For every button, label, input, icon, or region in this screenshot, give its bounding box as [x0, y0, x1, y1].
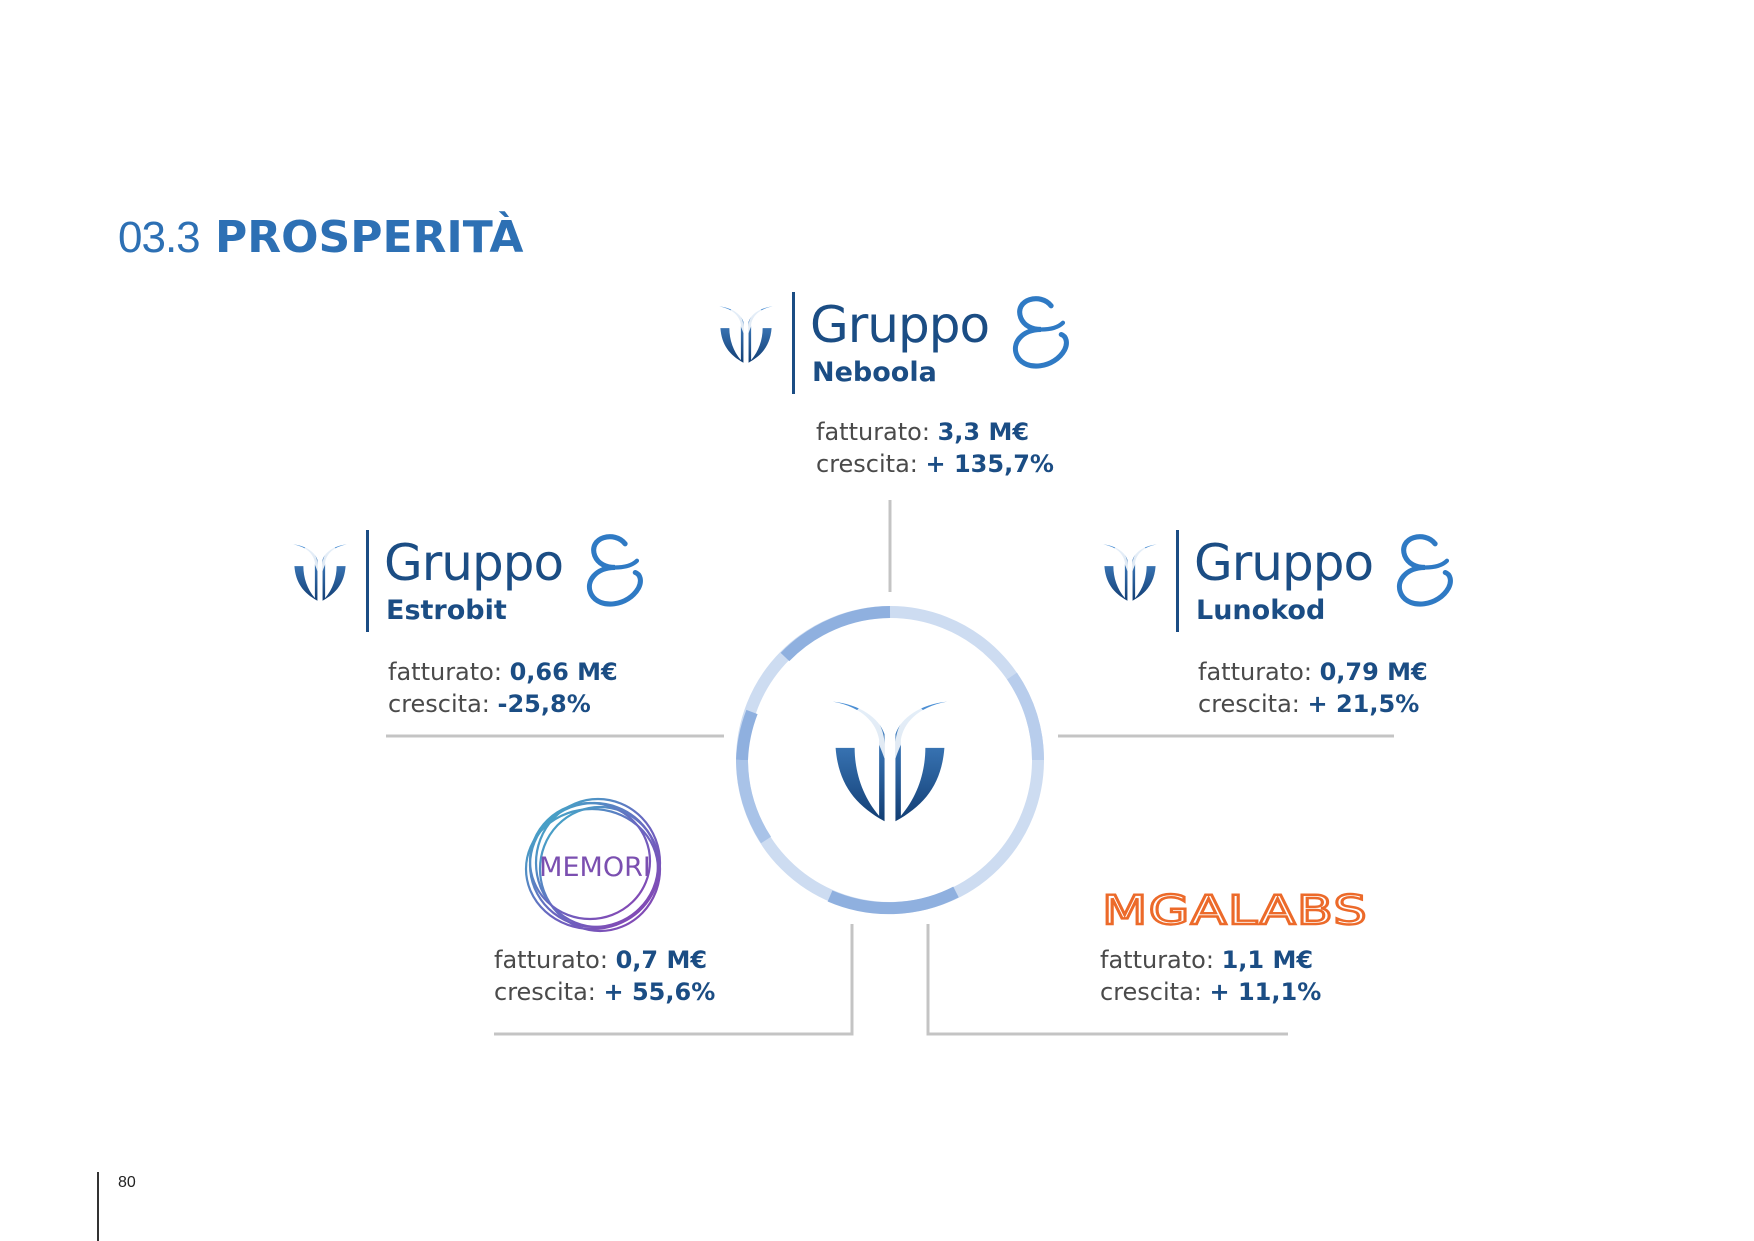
- ampersand-icon: [1006, 294, 1076, 370]
- logo-company-name: Estrobit: [386, 595, 507, 626]
- section-heading: 03.3 PROSPERITÀ: [118, 210, 523, 266]
- revenue-label: fatturato:: [388, 658, 502, 686]
- growth-value: + 55,6%: [603, 978, 716, 1006]
- revenue-label: fatturato:: [1100, 946, 1214, 974]
- memori-logo-text: MEMORI: [539, 852, 651, 883]
- logo-company-name: Lunokod: [1196, 595, 1326, 626]
- stats-mgalabs: fatturato: 1,1 M€ crescita: + 11,1%: [1100, 944, 1321, 1008]
- growth-value: + 21,5%: [1307, 690, 1420, 718]
- stats-neboola: fatturato: 3,3 M€ crescita: + 135,7%: [816, 416, 1054, 480]
- logo-divider: [792, 292, 795, 394]
- growth-value: + 11,1%: [1209, 978, 1322, 1006]
- revenue-value: 0,66 M€: [509, 658, 618, 686]
- revenue-label: fatturato:: [1198, 658, 1312, 686]
- growth-value: + 135,7%: [925, 450, 1054, 478]
- growth-label: crescita:: [388, 690, 490, 718]
- logo-gruppo-neboola: Gruppo Neboola: [714, 292, 1074, 396]
- logo-word: Gruppo: [1194, 534, 1374, 592]
- revenue-label: fatturato:: [494, 946, 608, 974]
- revenue-value: 1,1 M€: [1221, 946, 1314, 974]
- shield-icon: [293, 544, 347, 601]
- stats-memori: fatturato: 0,7 M€ crescita: + 55,6%: [494, 944, 715, 1008]
- section-number: 03.3: [118, 213, 201, 262]
- mgalabs-logo-text: MGALABS: [1102, 890, 1368, 930]
- growth-label: crescita:: [1198, 690, 1300, 718]
- logo-gruppo-lunokod: Gruppo Lunokod: [1098, 530, 1458, 634]
- stats-estrobit: fatturato: 0,66 M€ crescita: -25,8%: [388, 656, 618, 720]
- logo-divider: [366, 530, 369, 632]
- page-number-rule: [97, 1172, 99, 1241]
- shield-icon: [1103, 544, 1157, 601]
- revenue-value: 0,7 M€: [615, 946, 708, 974]
- logo-divider: [1176, 530, 1179, 632]
- stats-lunokod: fatturato: 0,79 M€ crescita: + 21,5%: [1198, 656, 1428, 720]
- revenue-label: fatturato:: [816, 418, 930, 446]
- logo-company-name: Neboola: [812, 357, 937, 388]
- section-title: PROSPERITÀ: [214, 212, 524, 263]
- revenue-value: 0,79 M€: [1319, 658, 1428, 686]
- logo-gruppo-estrobit: Gruppo Estrobit: [288, 530, 648, 634]
- circles-logo-icon: [524, 797, 662, 933]
- growth-label: crescita:: [1100, 978, 1202, 1006]
- page-number: 80: [118, 1174, 136, 1191]
- growth-value: -25,8%: [497, 690, 591, 718]
- memori-logo: MEMORI: [524, 797, 662, 933]
- revenue-value: 3,3 M€: [937, 418, 1030, 446]
- growth-label: crescita:: [494, 978, 596, 1006]
- connector-bottom-left: [494, 924, 854, 1036]
- shield-icon: [719, 306, 773, 363]
- mgalabs-logo: MGALABS: [1102, 890, 1368, 930]
- ampersand-icon: [1390, 532, 1460, 608]
- ampersand-icon: [580, 532, 650, 608]
- central-ring: [736, 606, 1045, 915]
- connector-bottom-right: [926, 924, 1288, 1036]
- growth-label: crescita:: [816, 450, 918, 478]
- logo-word: Gruppo: [810, 296, 990, 354]
- logo-word: Gruppo: [384, 534, 564, 592]
